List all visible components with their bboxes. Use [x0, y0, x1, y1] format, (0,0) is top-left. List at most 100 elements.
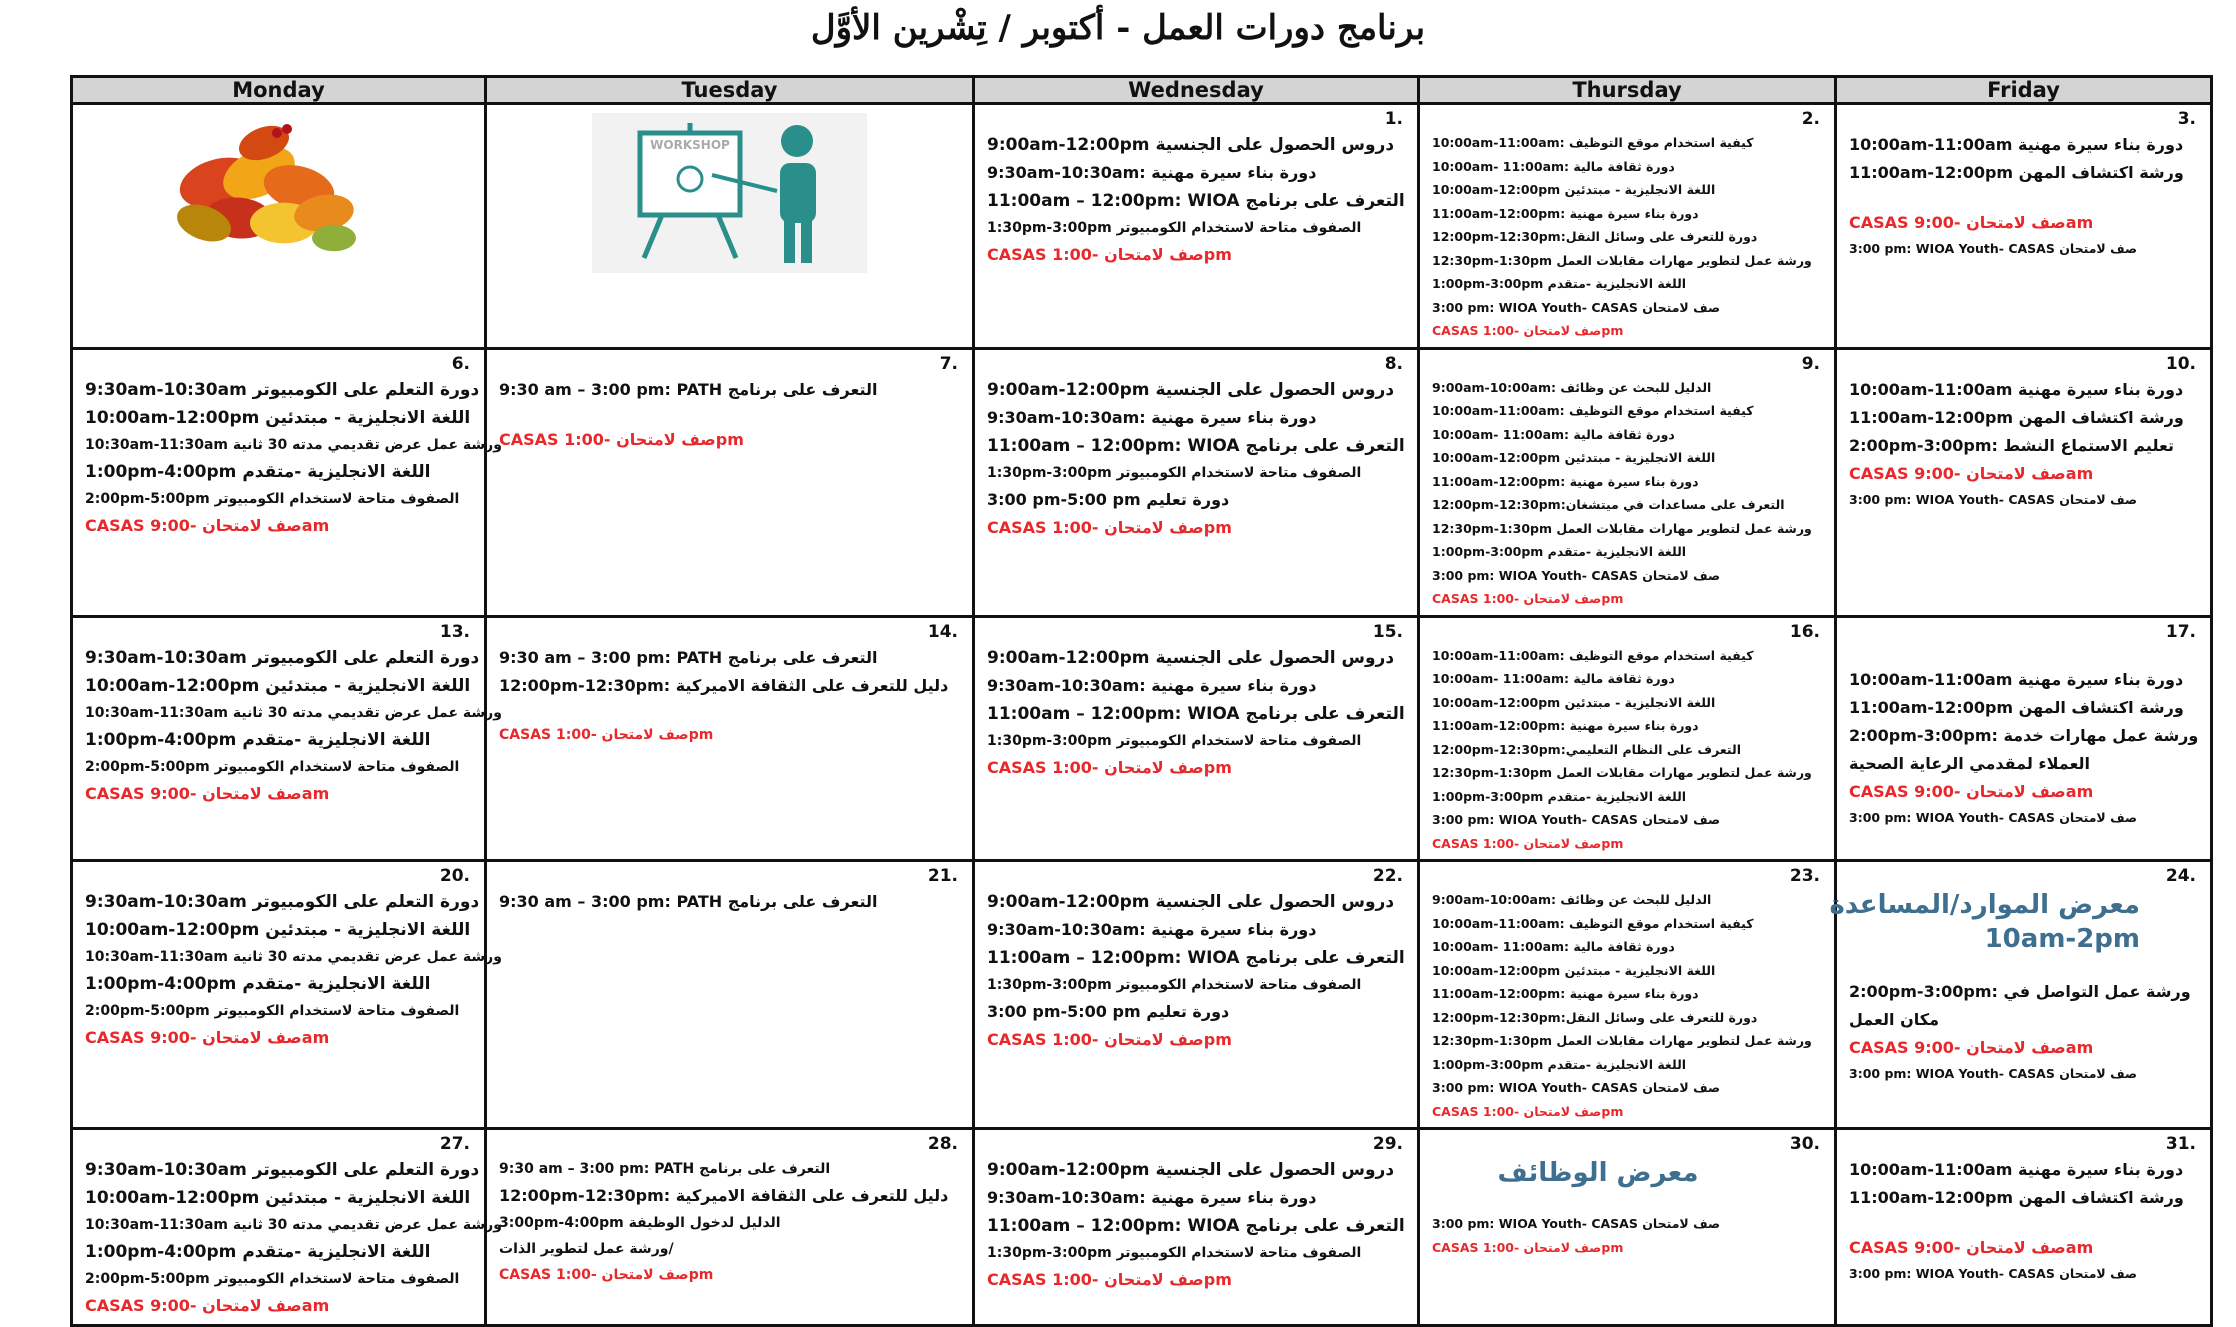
event-entry: 12:00pm-12:30pm:دورة للتعرف على وسائل ال… — [1432, 229, 1758, 244]
day-cell-wednesday: 29. 9:00am-12:00pm دروس الحصول على الجنسي… — [972, 1127, 1420, 1327]
week-row: 6. 9:30am-10:30am دورة التعلم على الكومبي… — [70, 346, 2213, 618]
event-list: 9:30am-10:30am دورة التعلم على الكومبيوت… — [73, 618, 502, 812]
event-entry: 10:00am-11:00am: كيفية استخدام موقع التو… — [1432, 915, 1754, 931]
event-entry: 9:30am-10:30am: دورة بناء سيرة مهنية — [987, 163, 1317, 182]
weekday-friday: Friday — [1834, 75, 2213, 105]
day-number: 24. — [2165, 866, 2196, 886]
page-title: برنامج دورات العمل - أكتوبر / تِشْرين ال… — [810, 8, 1426, 48]
event-entry: 10:00am-11:00am دورة بناء سيرة مهنية — [1849, 135, 2184, 154]
event-entry: 11:00am-12:00pm ورشة اكتشاف المهن — [1849, 163, 2184, 182]
day-number: 3. — [2177, 109, 2196, 129]
day-cell-tuesday: 21. 9:30 am – 3:00 pm: PATH التعرف على بر… — [484, 859, 975, 1130]
event-entry: 12:00pm-12:30pm: دليل للتعرف على الثقافة… — [499, 675, 949, 695]
event-entry: 11:00am – 12:00pm: WIOA التعرف على برنام… — [987, 948, 1405, 968]
event-entry: 10:00am-11:00am دورة بناء سيرة مهنية — [1849, 1160, 2184, 1179]
day-number: 27. — [439, 1134, 470, 1154]
autumn-leaves-icon — [176, 124, 356, 252]
day-cell-thursday: 30. معرض الوظائف 3:00 pm: WIOA Youth- CASA… — [1417, 1127, 1837, 1327]
event-list: 10:00am-11:00am: كيفية استخدام موقع التو… — [1420, 618, 1834, 860]
casas-exam-entry: CASAS صف لامتحان -1:00pm — [499, 429, 744, 449]
weekday-tuesday: Tuesday — [484, 75, 975, 105]
day-number: 22. — [1372, 866, 1403, 886]
day-cell-monday — [70, 102, 487, 350]
workshop-presenter-icon: WORKSHOP — [592, 113, 867, 273]
event-entry: 1:30pm-3:00pm الصفوف متاحة لاستخدام الكو… — [987, 1245, 1362, 1261]
day-number: 29. — [1372, 1134, 1403, 1154]
day-number: 9. — [1801, 353, 1820, 374]
event-entry: 9:30am-10:30am: دورة بناء سيرة مهنية — [987, 675, 1317, 695]
casas-exam-entry: CASAS صف لامتحان -1:00pm — [1432, 1239, 1624, 1255]
workshop-image: WORKSHOP — [487, 105, 972, 273]
day-number: 30. — [1789, 1134, 1820, 1154]
event-entry: 12:30pm-1:30pm ورشة عمل لتطوير مهارات مق… — [1432, 765, 1812, 780]
day-number: 1. — [1384, 109, 1403, 129]
event-highlight: معرض الوظائف — [1497, 1158, 1699, 1188]
casas-exam-entry: CASAS صف لامتحان -9:00am — [85, 515, 330, 535]
event-entry: 1:30pm-3:00pm الصفوف متاحة لاستخدام الكو… — [987, 732, 1362, 749]
event-list: 9:30 am – 3:00 pm: PATH التعرف على برنام… — [487, 1130, 972, 1292]
event-entry: 10:30am-11:30am ورشة عمل عرض تقديمي مدته… — [85, 1217, 502, 1233]
day-cell-friday: 31. 10:00am-11:00am دورة بناء سيرة مهنية 1… — [1834, 1127, 2213, 1327]
event-entry: 2:00pm-5:00pm الصفوف متاحة لاستخدام الكو… — [85, 1271, 460, 1287]
event-entry: 3:00 pm: WIOA Youth- CASAS صف لامتحان — [1432, 812, 1721, 827]
event-entry: 10:00am-11:00am: كيفية استخدام موقع التو… — [1432, 403, 1754, 418]
casas-exam-entry: CASAS صف لامتحان -1:00pm — [1432, 835, 1624, 851]
day-number: 7. — [939, 353, 958, 374]
event-list: 10:00am-11:00am دورة بناء سيرة مهنية 11:0… — [1837, 1130, 2210, 1290]
event-entry: 10:00am-12:00pm اللغة الانجليزية - مبتدئ… — [85, 920, 471, 940]
spacer — [1849, 1212, 2200, 1234]
event-entry: 1:00pm-3:00pm اللغة الانجليزية -متقدم — [1432, 788, 1687, 804]
day-number: 2. — [1801, 109, 1820, 129]
event-entry: 10:00am-12:00pm اللغة الانجليزية - مبتدئ… — [1432, 182, 1716, 197]
event-entry: 10:00am-12:00pm اللغة الانجليزية - مبتدئ… — [1432, 450, 1716, 465]
event-entry: 11:00am-12:00pm ورشة اكتشاف المهن — [1849, 1188, 2184, 1207]
event-entry: 10:00am-12:00pm اللغة الانجليزية - مبتدئ… — [85, 1188, 471, 1208]
casas-exam-entry: CASAS صف لامتحان -1:00pm — [987, 245, 1232, 264]
casas-exam-entry: CASAS صف لامتحان -1:00pm — [987, 757, 1232, 777]
casas-exam-entry: CASAS صف لامتحان -1:00pm — [987, 1030, 1232, 1049]
event-entry: 10:00am-12:00pm اللغة الانجليزية - مبتدئ… — [85, 407, 471, 428]
event-entry: 12:30pm-1:30pm ورشة عمل لتطوير مهارات مق… — [1432, 252, 1812, 268]
event-list: 9:30am-10:30am دورة التعلم على الكومبيوت… — [73, 1130, 502, 1324]
calendar-table: Monday Tuesday Wednesday Thursday Friday… — [70, 75, 2213, 1327]
casas-exam-entry: CASAS صف لامتحان -9:00am — [1849, 1038, 2094, 1057]
event-entry: 1:00pm-3:00pm اللغة الانجليزية -متقدم — [1432, 1056, 1687, 1072]
day-number: 14. — [927, 621, 958, 642]
event-entry: 11:00am – 12:00pm: WIOA التعرف على برنام… — [987, 703, 1405, 724]
event-entry: 11:00am-12:00pm: دورة بناء سيرة مهنية — [1432, 718, 1699, 733]
event-entry: 10:00am- 11:00am: دورة ثقافة مالية — [1432, 671, 1675, 686]
casas-exam-entry: CASAS صف لامتحان -9:00am — [85, 1028, 330, 1047]
day-cell-monday: 20. 9:30am-10:30am دورة التعلم على الكومب… — [70, 859, 502, 1130]
event-entry: 9:30am-10:30am دورة التعلم على الكومبيوت… — [85, 892, 480, 912]
event-highlight: 10am-2pm — [1984, 924, 2140, 954]
day-number: 20. — [439, 866, 470, 886]
event-entry: 9:30am-10:30am: دورة بناء سيرة مهنية — [987, 407, 1317, 427]
casas-exam-entry: CASAS صف لامتحان -9:00am — [85, 783, 330, 803]
event-entry: 1:30pm-3:00pm الصفوف متاحة لاستخدام الكو… — [987, 220, 1362, 236]
week-row: 27. 9:30am-10:30am دورة التعلم على الكومب… — [70, 1127, 2213, 1327]
event-entry: 3:00pm-4:00pm الدليل لدخول الوظيفة — [499, 1215, 781, 1231]
event-entry: 10:00am-11:00am: كيفية استخدام موقع التو… — [1432, 135, 1754, 150]
event-entry: 10:00am-11:00am دورة بناء سيرة مهنية — [1849, 379, 2184, 399]
event-entry: 3:00 pm: WIOA Youth- CASAS صف لامتحان — [1849, 1266, 2138, 1281]
event-entry: 1:30pm-3:00pm الصفوف متاحة لاستخدام الكو… — [987, 464, 1362, 481]
casas-exam-entry: CASAS صف لامتحان -1:00pm — [987, 517, 1232, 537]
event-list: 10:00am-11:00am دورة بناء سيرة مهنية 11:0… — [1837, 618, 2210, 834]
event-entry: 11:00am-12:00pm: دورة بناء سيرة مهنية — [1432, 205, 1699, 221]
casas-exam-entry: CASAS صف لامتحان -9:00am — [1849, 1238, 2094, 1257]
day-cell-friday: 24. معرض الموارد/المساعدة 10am-2pm 2:00pm-3… — [1829, 859, 2213, 1130]
event-entry: 10:00am-12:00pm اللغة الانجليزية - مبتدئ… — [1432, 962, 1716, 978]
event-entry: 3:00 pm-5:00 pm دورة تعليم — [987, 489, 1230, 509]
event-entry: 3:00 pm: WIOA Youth- CASAS صف لامتحان — [1849, 809, 2138, 825]
event-entry: 9:30am-10:30am دورة التعلم على الكومبيوت… — [85, 1160, 480, 1180]
event-entry: 1:00pm-3:00pm اللغة الانجليزية -متقدم — [1432, 276, 1687, 291]
weekday-header-row: Monday Tuesday Wednesday Thursday Friday — [70, 75, 2213, 105]
event-entry: ورشة عمل لتطوير الذات/ — [499, 1241, 674, 1257]
event-entry: 9:00am-12:00pm دروس الحصول على الجنسية — [987, 892, 1395, 912]
event-entry: 10:00am-12:00pm اللغة الانجليزية - مبتدئ… — [1432, 694, 1716, 710]
event-entry: 9:30 am – 3:00 pm: PATH التعرف على برنام… — [499, 379, 878, 399]
casas-exam-entry: CASAS صف لامتحان -9:00am — [1849, 781, 2094, 801]
event-list: 9:30 am – 3:00 pm: PATH التعرف على برنام… — [487, 862, 972, 920]
day-cell-monday: 13. 9:30am-10:30am دورة التعلم على الكومب… — [70, 614, 502, 862]
spacer — [499, 700, 962, 722]
